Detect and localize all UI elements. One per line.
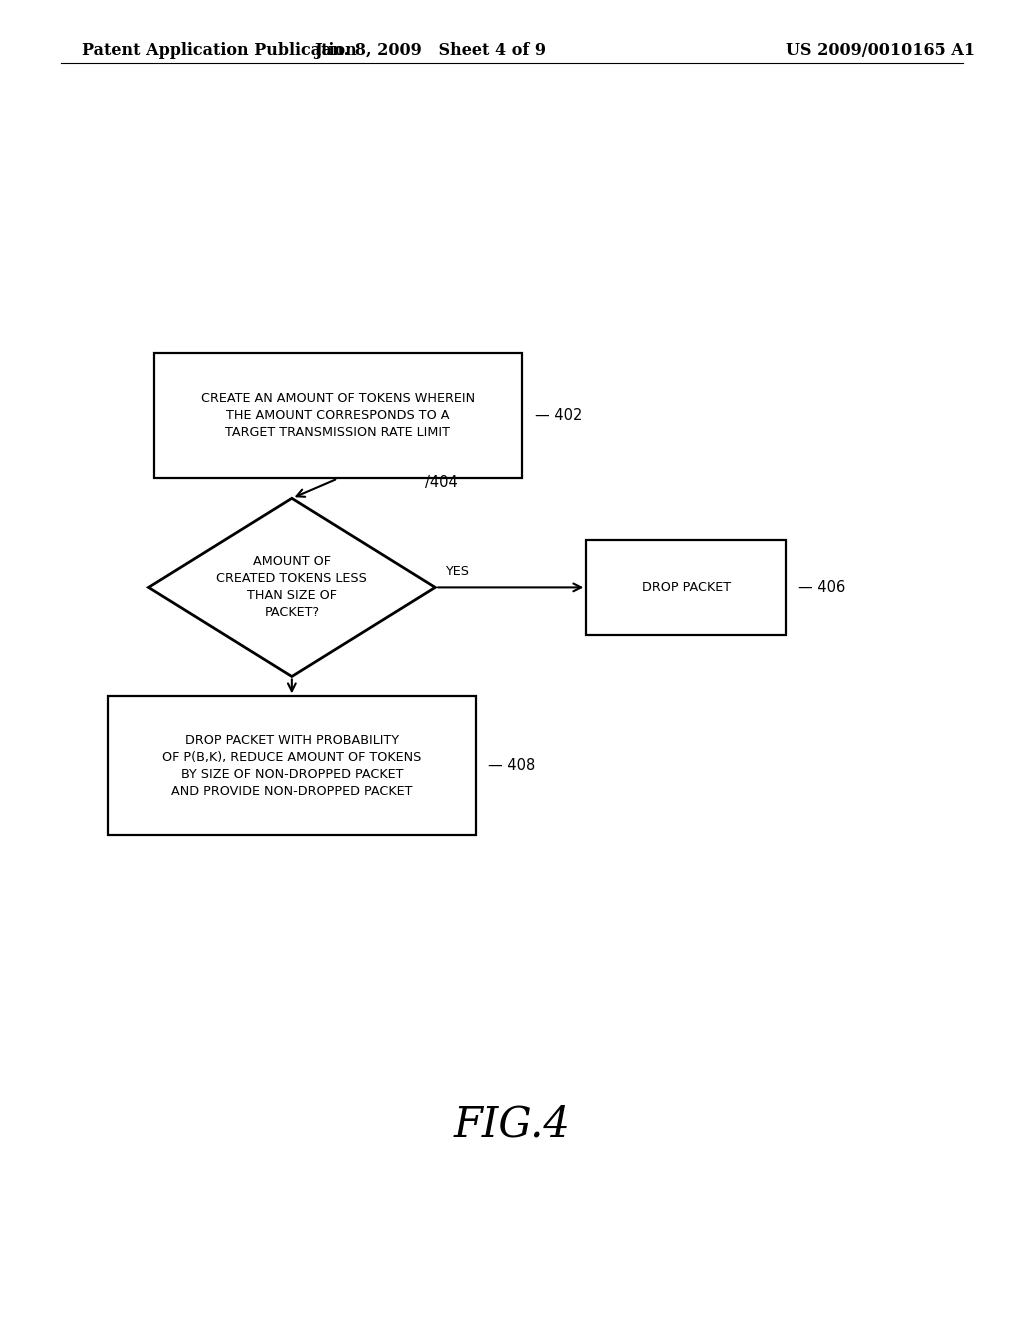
Text: AMOUNT OF
CREATED TOKENS LESS
THAN SIZE OF
PACKET?: AMOUNT OF CREATED TOKENS LESS THAN SIZE … <box>216 556 368 619</box>
Text: DROP PACKET WITH PROBABILITY
OF P(B,K), REDUCE AMOUNT OF TOKENS
BY SIZE OF NON-D: DROP PACKET WITH PROBABILITY OF P(B,K), … <box>162 734 422 797</box>
Text: Patent Application Publication: Patent Application Publication <box>82 42 356 58</box>
Text: US 2009/0010165 A1: US 2009/0010165 A1 <box>786 42 975 58</box>
Text: CREATE AN AMOUNT OF TOKENS WHEREIN
THE AMOUNT CORRESPONDS TO A
TARGET TRANSMISSI: CREATE AN AMOUNT OF TOKENS WHEREIN THE A… <box>201 392 475 440</box>
Text: DROP PACKET: DROP PACKET <box>641 581 731 594</box>
Text: — 402: — 402 <box>535 408 582 424</box>
Text: YES: YES <box>445 565 469 578</box>
Polygon shape <box>148 498 435 676</box>
Text: — 408: — 408 <box>488 758 536 774</box>
Text: NO: NO <box>300 694 319 706</box>
Text: — 406: — 406 <box>799 579 846 595</box>
Text: Jan. 8, 2009   Sheet 4 of 9: Jan. 8, 2009 Sheet 4 of 9 <box>314 42 546 58</box>
Bar <box>154 352 522 478</box>
Text: /404: /404 <box>425 475 458 490</box>
Bar <box>586 540 786 635</box>
Bar <box>108 697 476 836</box>
Text: FIG.4: FIG.4 <box>454 1104 570 1146</box>
